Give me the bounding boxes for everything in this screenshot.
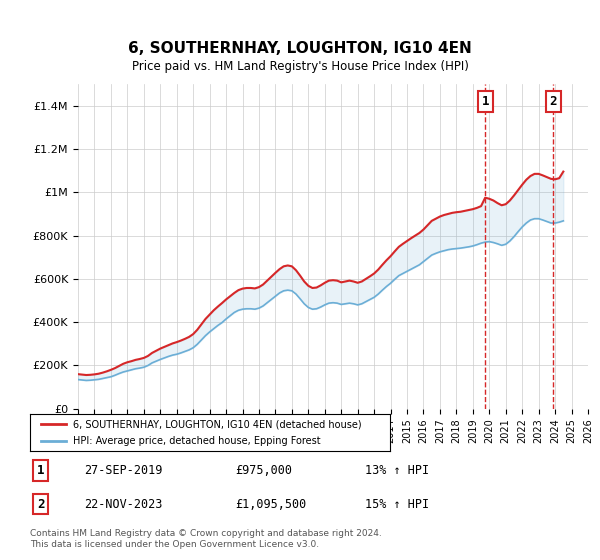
Text: £1,095,500: £1,095,500 [235, 497, 307, 511]
Text: Contains HM Land Registry data © Crown copyright and database right 2024.
This d: Contains HM Land Registry data © Crown c… [30, 529, 382, 549]
Text: 1: 1 [37, 464, 44, 477]
Text: 6, SOUTHERNHAY, LOUGHTON, IG10 4EN (detached house): 6, SOUTHERNHAY, LOUGHTON, IG10 4EN (deta… [73, 419, 362, 429]
Text: £975,000: £975,000 [235, 464, 292, 477]
Text: 2: 2 [550, 95, 557, 108]
Text: 15% ↑ HPI: 15% ↑ HPI [365, 497, 429, 511]
Text: 13% ↑ HPI: 13% ↑ HPI [365, 464, 429, 477]
Text: 27-SEP-2019: 27-SEP-2019 [84, 464, 163, 477]
Text: 1: 1 [481, 95, 489, 108]
Text: 6, SOUTHERNHAY, LOUGHTON, IG10 4EN: 6, SOUTHERNHAY, LOUGHTON, IG10 4EN [128, 41, 472, 56]
Text: 22-NOV-2023: 22-NOV-2023 [84, 497, 163, 511]
Text: Price paid vs. HM Land Registry's House Price Index (HPI): Price paid vs. HM Land Registry's House … [131, 60, 469, 73]
Text: 2: 2 [37, 497, 44, 511]
Text: HPI: Average price, detached house, Epping Forest: HPI: Average price, detached house, Eppi… [73, 436, 321, 446]
